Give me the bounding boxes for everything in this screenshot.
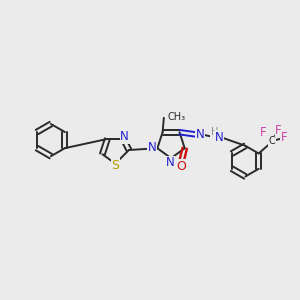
Text: N: N	[165, 156, 174, 169]
Text: F: F	[281, 131, 287, 144]
Text: S: S	[111, 159, 119, 172]
Text: O: O	[176, 160, 186, 173]
Text: N: N	[196, 128, 205, 141]
Text: H: H	[211, 127, 218, 137]
Text: N: N	[120, 130, 129, 143]
Text: N: N	[148, 140, 157, 154]
Text: C: C	[268, 136, 275, 146]
Text: F: F	[275, 124, 282, 137]
Text: F: F	[260, 126, 267, 139]
Text: CH₃: CH₃	[168, 112, 186, 122]
Text: N: N	[215, 130, 224, 144]
